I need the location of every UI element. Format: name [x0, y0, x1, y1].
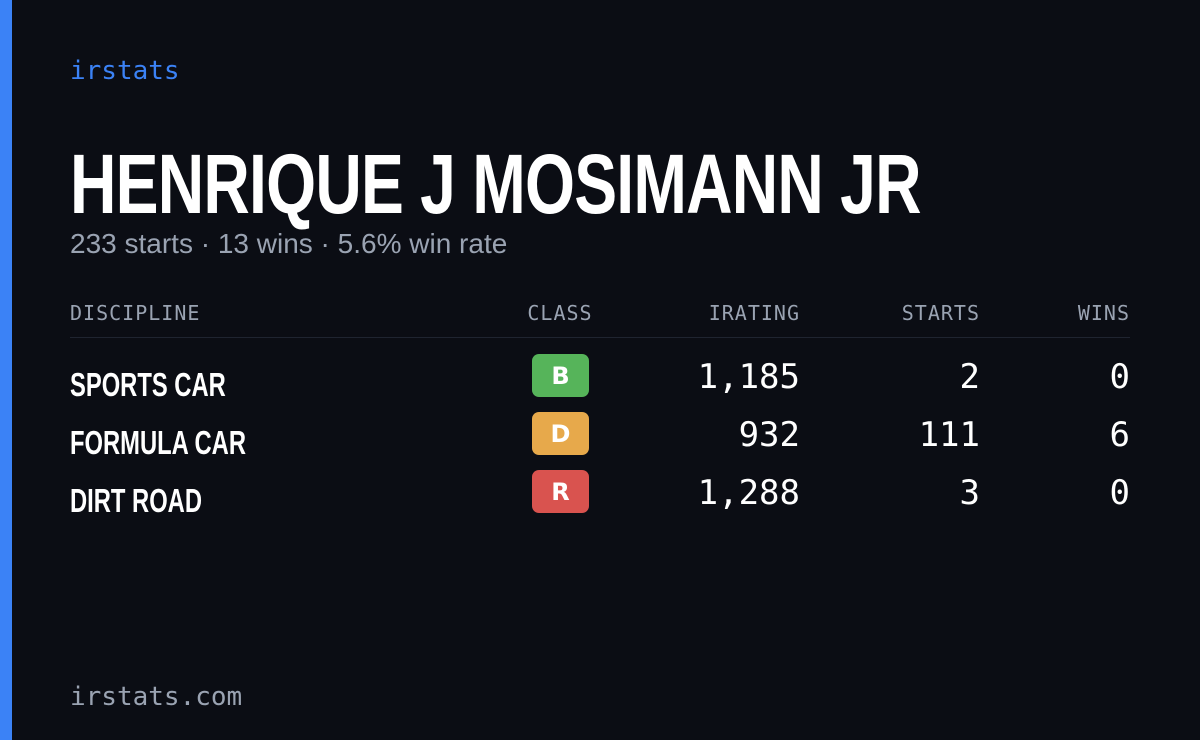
starts: 3 — [959, 473, 980, 513]
class-badge: D — [532, 412, 589, 455]
discipline: FORMULA CAR — [70, 424, 246, 461]
wins: 0 — [1109, 357, 1130, 397]
irating: 1,288 — [697, 473, 800, 513]
column-header: CLASS — [527, 301, 593, 325]
irating: 1,185 — [697, 357, 800, 397]
wins: 6 — [1109, 415, 1130, 455]
discipline: DIRT ROAD — [70, 482, 202, 519]
column-header: IRATING — [708, 301, 800, 325]
header-rule — [70, 337, 1130, 338]
footer: irstats.com — [70, 682, 243, 712]
driver-name: HENRIQUE J MOSIMANN JR — [70, 137, 922, 231]
class-badge: B — [532, 354, 589, 397]
column-header: STARTS — [901, 301, 980, 325]
discipline: SPORTS CAR — [70, 366, 226, 403]
wins: 0 — [1109, 473, 1130, 513]
column-header: WINS — [1077, 301, 1130, 325]
column-header: DISCIPLINE — [70, 301, 201, 325]
class-badge: R — [532, 470, 589, 513]
starts: 111 — [918, 415, 980, 455]
summary: 233 starts · 13 wins · 5.6% win rate — [70, 228, 508, 259]
accent-bar — [0, 0, 12, 740]
starts: 2 — [959, 357, 980, 397]
brand: irstats — [70, 56, 180, 86]
irating: 932 — [738, 415, 800, 455]
